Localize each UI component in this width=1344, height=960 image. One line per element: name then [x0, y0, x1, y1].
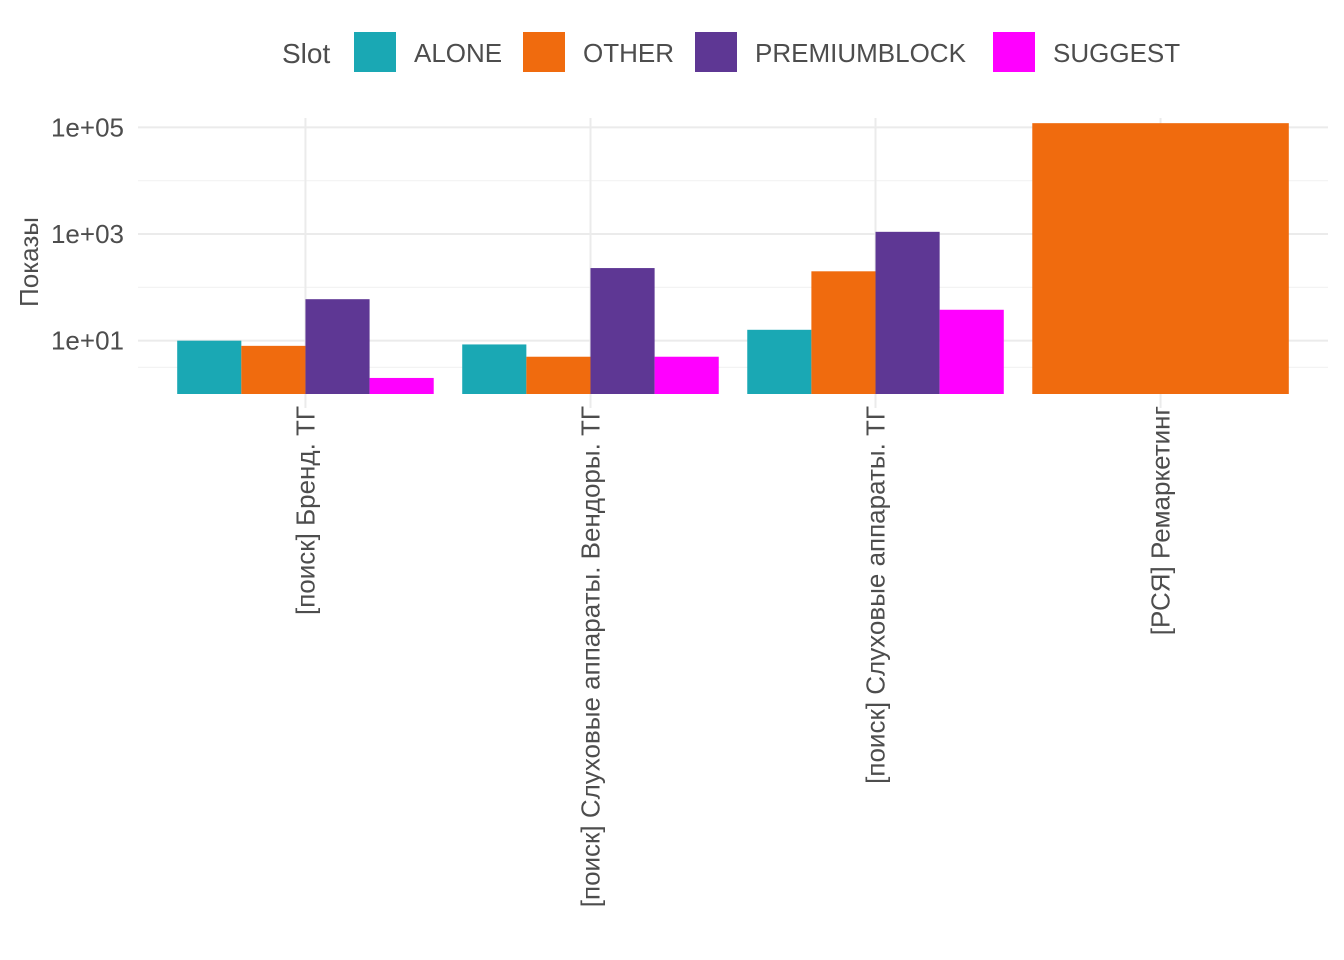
legend-title: Slot	[282, 38, 330, 69]
bar-other-4	[1032, 123, 1289, 394]
legend-swatch	[993, 32, 1035, 72]
bar-alone-1	[177, 340, 242, 394]
x-tick-label: [РСЯ] Ремаркетинг	[1146, 406, 1176, 635]
x-tick-label: [поиск] Слуховые аппараты. Вендоры. ТГ	[575, 406, 605, 907]
y-tick-label: 1e+05	[51, 112, 124, 142]
legend-label: PREMIUMBLOCK	[755, 38, 967, 68]
bar-other-3	[811, 271, 876, 394]
x-tick-label: [поиск] Слуховые аппараты. ТГ	[861, 406, 891, 784]
legend-label: ALONE	[414, 38, 502, 68]
legend-item-alone: ALONE	[354, 32, 502, 72]
bar-alone-3	[747, 329, 812, 394]
bars	[177, 123, 1289, 394]
bar-other-1	[241, 345, 306, 394]
legend-label: OTHER	[583, 38, 674, 68]
y-tick-label: 1e+03	[51, 219, 124, 249]
legend-swatch	[523, 32, 565, 72]
bar-suggest-1	[369, 377, 434, 394]
x-axis: [поиск] Бренд. ТГ [поиск] Слуховые аппара…	[290, 406, 1175, 907]
legend-label: SUGGEST	[1053, 38, 1180, 68]
bar-premiumblock-2	[590, 268, 655, 394]
legend: Slot ALONE OTHER PREMIUMBLOCK SUGGEST	[282, 32, 1180, 72]
y-axis: 1e+01 1e+03 1e+05	[51, 112, 124, 355]
y-axis-title: Показы	[14, 217, 44, 307]
legend-swatch	[354, 32, 396, 72]
bar-suggest-3	[939, 309, 1004, 394]
legend-item-other: OTHER	[523, 32, 674, 72]
bar-premiumblock-3	[875, 231, 940, 394]
bar-alone-2	[462, 344, 527, 394]
bar-premiumblock-1	[305, 299, 370, 394]
bar-other-2	[526, 356, 591, 394]
legend-item-suggest: SUGGEST	[993, 32, 1180, 72]
x-tick-label: [поиск] Бренд. ТГ	[290, 406, 320, 615]
y-tick-label: 1e+01	[51, 326, 124, 356]
legend-item-premiumblock: PREMIUMBLOCK	[695, 32, 967, 72]
legend-swatch	[695, 32, 737, 72]
bar-suggest-2	[654, 356, 719, 394]
